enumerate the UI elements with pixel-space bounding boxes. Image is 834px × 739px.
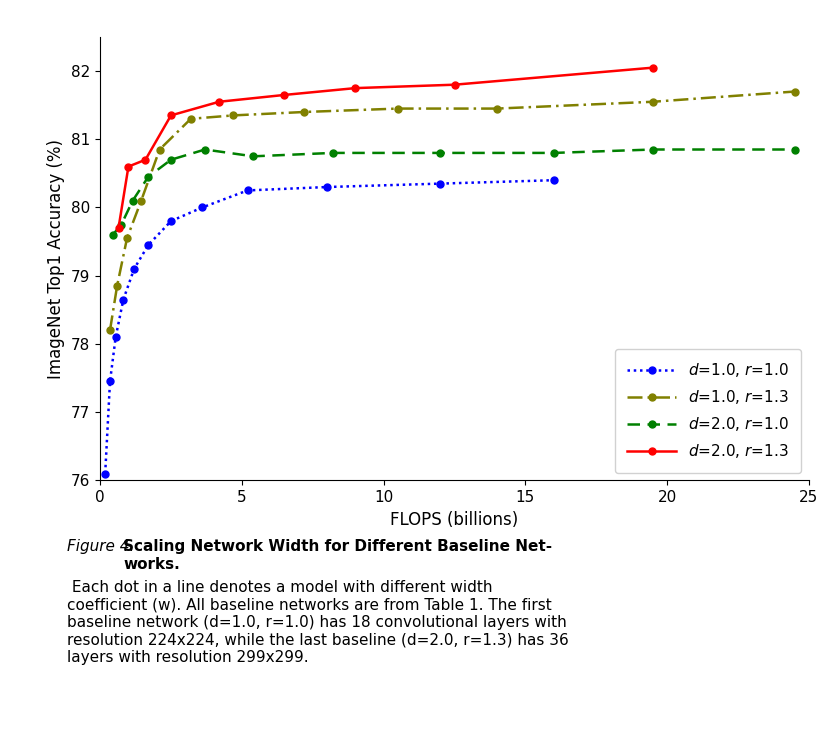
- $d$=1.0, $r$=1.3: [136, 197, 146, 205]
- $d$=2.0, $r$=1.0: [128, 197, 138, 205]
- $d$=2.0, $r$=1.0: [166, 155, 176, 164]
- $d$=2.0, $r$=1.0: [549, 149, 559, 157]
- $d$=1.0, $r$=1.3: [154, 145, 164, 154]
- $d$=2.0, $r$=1.0: [790, 145, 800, 154]
- $d$=2.0, $r$=1.0: [328, 149, 338, 157]
- $d$=1.0, $r$=1.0: [118, 295, 128, 304]
- $d$=1.0, $r$=1.3: [790, 87, 800, 96]
- $d$=1.0, $r$=1.3: [122, 234, 132, 242]
- $d$=2.0, $r$=1.3: [214, 98, 224, 106]
- $d$=2.0, $r$=1.0: [435, 149, 445, 157]
- $d$=1.0, $r$=1.0: [322, 183, 332, 191]
- $d$=1.0, $r$=1.0: [243, 186, 253, 195]
- $d$=1.0, $r$=1.3: [648, 98, 658, 106]
- $d$=2.0, $r$=1.3: [123, 162, 133, 171]
- Text: Each dot in a line denotes a model with different width
coefficient (w). All bas: Each dot in a line denotes a model with …: [67, 580, 569, 664]
- Text: Scaling Network Width for Different Baseline Net-
works.: Scaling Network Width for Different Base…: [123, 539, 553, 572]
- $d$=1.0, $r$=1.0: [197, 203, 207, 212]
- Y-axis label: ImageNet Top1 Accuracy (%): ImageNet Top1 Accuracy (%): [48, 139, 65, 378]
- $d$=1.0, $r$=1.3: [229, 111, 239, 120]
- $d$=2.0, $r$=1.3: [113, 223, 123, 232]
- Text: Figure 4.: Figure 4.: [67, 539, 139, 554]
- $d$=2.0, $r$=1.0: [648, 145, 658, 154]
- $d$=2.0, $r$=1.0: [116, 220, 127, 229]
- $d$=2.0, $r$=1.0: [143, 172, 153, 181]
- $d$=1.0, $r$=1.0: [143, 241, 153, 250]
- $d$=2.0, $r$=1.3: [350, 84, 360, 92]
- $d$=1.0, $r$=1.3: [105, 326, 115, 335]
- $d$=1.0, $r$=1.0: [100, 469, 110, 478]
- $d$=1.0, $r$=1.0: [166, 217, 176, 225]
- $d$=2.0, $r$=1.3: [450, 81, 460, 89]
- Line: $d$=1.0, $r$=1.3: $d$=1.0, $r$=1.3: [107, 88, 798, 334]
- $d$=2.0, $r$=1.0: [108, 231, 118, 239]
- X-axis label: FLOPS (billions): FLOPS (billions): [390, 511, 519, 528]
- $d$=1.0, $r$=1.3: [492, 104, 502, 113]
- $d$=1.0, $r$=1.3: [299, 108, 309, 117]
- $d$=1.0, $r$=1.0: [549, 176, 559, 185]
- $d$=1.0, $r$=1.0: [435, 179, 445, 188]
- $d$=2.0, $r$=1.3: [140, 155, 150, 164]
- $d$=2.0, $r$=1.3: [279, 90, 289, 99]
- Line: $d$=1.0, $r$=1.0: $d$=1.0, $r$=1.0: [102, 177, 557, 477]
- $d$=2.0, $r$=1.0: [200, 145, 210, 154]
- Line: $d$=2.0, $r$=1.0: $d$=2.0, $r$=1.0: [109, 146, 798, 238]
- $d$=2.0, $r$=1.3: [648, 64, 658, 72]
- $d$=1.0, $r$=1.3: [393, 104, 403, 113]
- $d$=1.0, $r$=1.3: [186, 115, 196, 123]
- $d$=1.0, $r$=1.0: [105, 377, 115, 386]
- $d$=2.0, $r$=1.0: [249, 152, 259, 161]
- Line: $d$=2.0, $r$=1.3: $d$=2.0, $r$=1.3: [115, 64, 656, 231]
- $d$=1.0, $r$=1.0: [111, 333, 121, 341]
- $d$=2.0, $r$=1.3: [166, 111, 176, 120]
- Legend: $d$=1.0, $r$=1.0, $d$=1.0, $r$=1.3, $d$=2.0, $r$=1.0, $d$=2.0, $r$=1.3: $d$=1.0, $r$=1.0, $d$=1.0, $r$=1.3, $d$=…: [615, 349, 801, 473]
- $d$=1.0, $r$=1.0: [129, 265, 139, 273]
- $d$=1.0, $r$=1.3: [112, 282, 122, 290]
